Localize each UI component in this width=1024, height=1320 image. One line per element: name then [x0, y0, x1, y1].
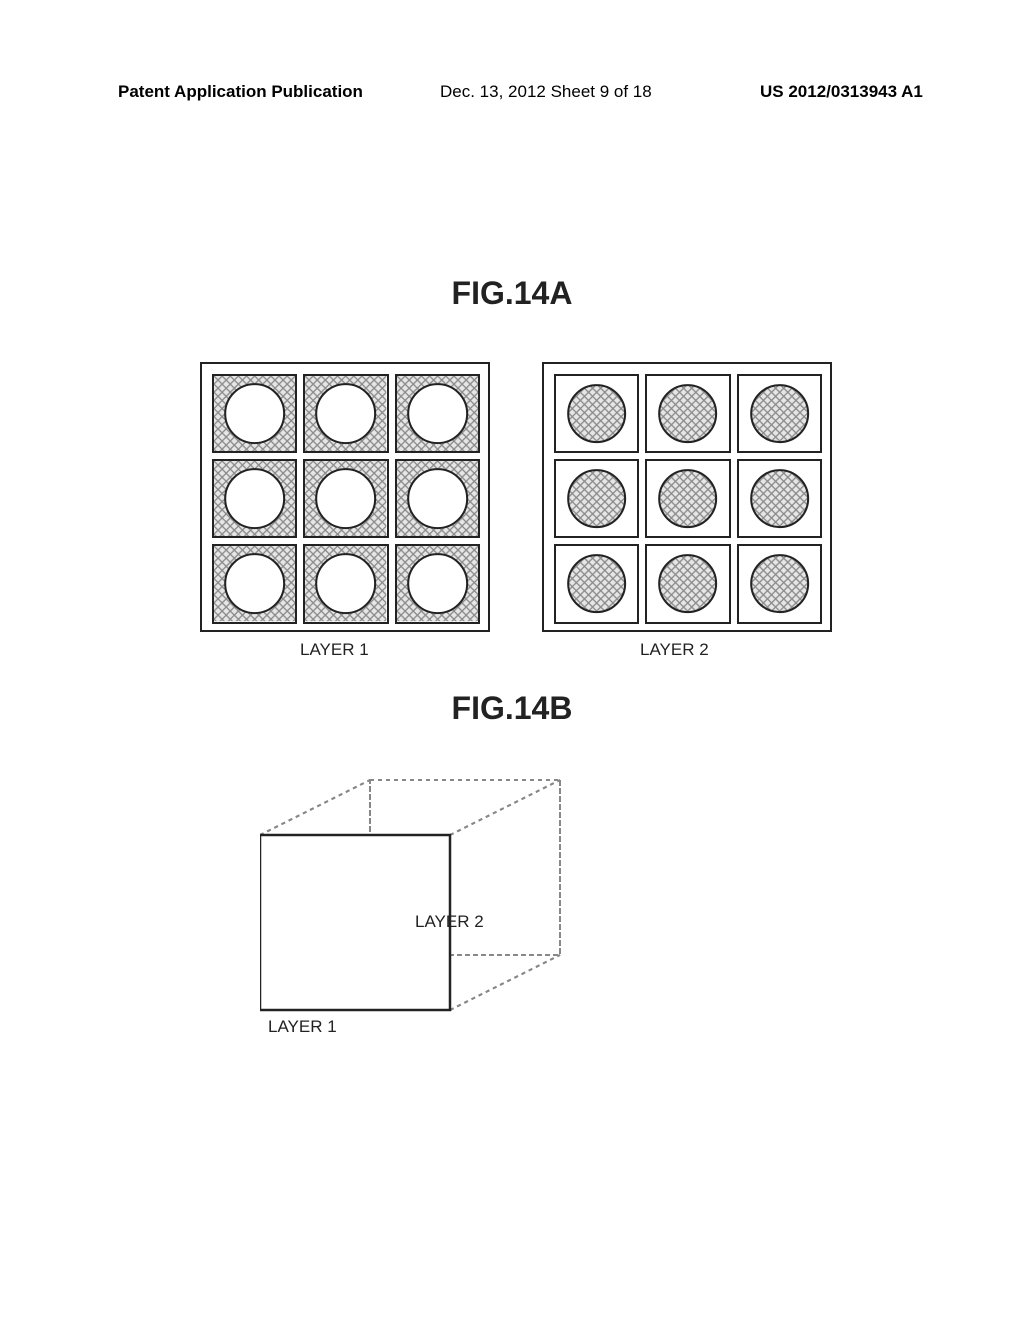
- layer1-cell: [303, 459, 388, 538]
- layer2-cell: [645, 459, 730, 538]
- layer2-cell: [554, 544, 639, 623]
- layer2-cell: [554, 374, 639, 453]
- fig-14b-diagram: LAYER 2 LAYER 1: [260, 765, 640, 1070]
- header-date-sheet: Dec. 13, 2012 Sheet 9 of 18: [440, 82, 652, 102]
- layer1-cell: [303, 374, 388, 453]
- layer1-cell: [395, 374, 480, 453]
- layer1-grid: [200, 362, 490, 632]
- layer1-grid-inner: [202, 364, 488, 630]
- fig-14b-title: FIG.14B: [452, 690, 573, 727]
- layer2-grid: [542, 362, 832, 632]
- layer1-cell: [212, 544, 297, 623]
- layer1-cell: [212, 374, 297, 453]
- header-publication-number: US 2012/0313943 A1: [760, 82, 923, 102]
- layer1-cell: [303, 544, 388, 623]
- svg-text:LAYER 2: LAYER 2: [415, 912, 484, 931]
- layer2-cell: [554, 459, 639, 538]
- layer2-cell: [737, 544, 822, 623]
- layer2-cell: [737, 459, 822, 538]
- header-publication: Patent Application Publication: [118, 82, 363, 102]
- layer2-label: LAYER 2: [640, 640, 709, 660]
- layer1-label: LAYER 1: [300, 640, 369, 660]
- layer1-cell: [395, 544, 480, 623]
- layer2-cell: [645, 544, 730, 623]
- layer2-cell: [645, 374, 730, 453]
- layer2-cell: [737, 374, 822, 453]
- fig-14a-title: FIG.14A: [452, 275, 573, 312]
- svg-text:LAYER 1: LAYER 1: [268, 1017, 337, 1036]
- layer2-grid-inner: [544, 364, 830, 630]
- layer1-cell: [395, 459, 480, 538]
- layer1-cell: [212, 459, 297, 538]
